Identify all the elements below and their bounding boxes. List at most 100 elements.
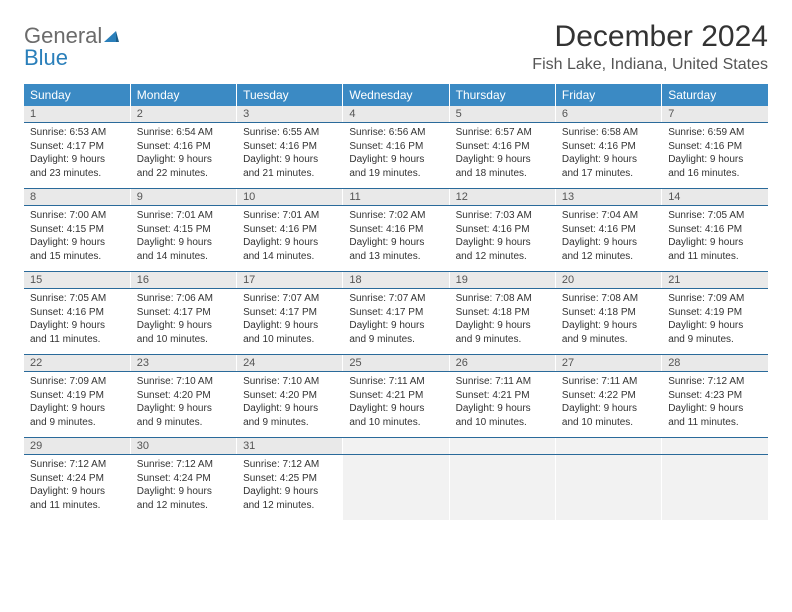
day-number-cell: 5: [449, 106, 555, 123]
daylight-line2: and 9 minutes.: [243, 416, 336, 430]
sunset-text: Sunset: 4:16 PM: [349, 140, 442, 154]
day-number-cell: [555, 438, 661, 455]
day-content-row: Sunrise: 7:12 AM Sunset: 4:24 PM Daylight:…: [24, 455, 768, 521]
daylight-line2: and 23 minutes.: [30, 167, 124, 181]
day-content-cell: Sunrise: 7:09 AMSunset: 4:19 PMDaylight:…: [24, 372, 130, 438]
day-content-cell: Sunrise: 7:10 AMSunset: 4:20 PMDaylight:…: [237, 372, 343, 438]
sunset-text: Sunset: 4:21 PM: [456, 389, 549, 403]
sunrise-text: Sunrise: 7:11 AM: [349, 375, 442, 389]
daylight-line1: Daylight: 9 hours: [668, 236, 762, 250]
logo-text-block: General Blue: [24, 26, 120, 70]
day-content-cell: Sunrise: 7:08 AMSunset: 4:18 PMDaylight:…: [555, 289, 661, 355]
day-content-row: Sunrise: 7:09 AMSunset: 4:19 PMDaylight:…: [24, 372, 768, 438]
location-subtitle: Fish Lake, Indiana, United States: [532, 56, 768, 74]
sunset-text: Sunset: 4:24 PM: [30, 472, 124, 486]
brand-logo: General Blue: [24, 26, 120, 70]
calendar-body: 1234567Sunrise: 6:53 AMSunset: 4:17 PMDa…: [24, 106, 768, 520]
sunset-text: Sunset: 4:15 PM: [30, 223, 124, 237]
sunrise-text: Sunrise: 6:59 AM: [668, 126, 762, 140]
daylight-line2: and 17 minutes.: [562, 167, 655, 181]
day-content-cell: Sunrise: 7:04 AMSunset: 4:16 PMDaylight:…: [555, 206, 661, 272]
calendar-page: General Blue December 2024 Fish Lake, In…: [0, 0, 792, 540]
daylight-line1: Daylight: 9 hours: [137, 153, 230, 167]
daylight-line2: and 9 minutes.: [349, 333, 442, 347]
sunset-text: Sunset: 4:23 PM: [668, 389, 762, 403]
daylight-line1: Daylight: 9 hours: [349, 236, 442, 250]
day-number-cell: 24: [237, 355, 343, 372]
daylight-line1: Daylight: 9 hours: [456, 236, 549, 250]
daylight-line2: and 10 minutes.: [456, 416, 549, 430]
day-content-cell: Sunrise: 6:58 AMSunset: 4:16 PMDaylight:…: [555, 123, 661, 189]
day-content-row: Sunrise: 7:00 AMSunset: 4:15 PMDaylight:…: [24, 206, 768, 272]
daylight-line2: and 22 minutes.: [137, 167, 230, 181]
daylight-line1: Daylight: 9 hours: [243, 485, 336, 499]
sunset-text: Sunset: 4:21 PM: [349, 389, 442, 403]
daylight-line2: and 12 minutes.: [137, 499, 230, 513]
sunset-text: Sunset: 4:24 PM: [137, 472, 230, 486]
daylight-line2: and 9 minutes.: [668, 333, 762, 347]
day-content-cell: Sunrise: 7:12 AMSunset: 4:25 PMDaylight:…: [237, 455, 343, 521]
title-block: December 2024 Fish Lake, Indiana, United…: [532, 20, 768, 74]
day-number-row: 1234567: [24, 106, 768, 123]
daylight-line2: and 19 minutes.: [349, 167, 442, 181]
daylight-line2: and 9 minutes.: [562, 333, 655, 347]
day-content-cell: Sunrise: 7:08 AMSunset: 4:18 PMDaylight:…: [449, 289, 555, 355]
daylight-line2: and 10 minutes.: [349, 416, 442, 430]
sunset-text: Sunset: 4:17 PM: [137, 306, 230, 320]
day-number-cell: 28: [662, 355, 768, 372]
daylight-line2: and 10 minutes.: [137, 333, 230, 347]
day-content-cell: Sunrise: 6:53 AMSunset: 4:17 PMDaylight:…: [24, 123, 130, 189]
daylight-line1: Daylight: 9 hours: [243, 236, 336, 250]
sunrise-text: Sunrise: 7:01 AM: [243, 209, 336, 223]
day-number-cell: [449, 438, 555, 455]
sunrise-text: Sunrise: 7:01 AM: [137, 209, 230, 223]
day-number-cell: 2: [130, 106, 236, 123]
sunset-text: Sunset: 4:25 PM: [243, 472, 336, 486]
sunset-text: Sunset: 4:17 PM: [349, 306, 442, 320]
sunrise-text: Sunrise: 7:00 AM: [30, 209, 124, 223]
day-number-cell: 31: [237, 438, 343, 455]
daylight-line1: Daylight: 9 hours: [243, 153, 336, 167]
day-content-cell: Sunrise: 6:55 AMSunset: 4:16 PMDaylight:…: [237, 123, 343, 189]
daylight-line2: and 11 minutes.: [668, 416, 762, 430]
day-content-cell: Sunrise: 7:10 AMSunset: 4:20 PMDaylight:…: [130, 372, 236, 438]
day-number-cell: 15: [24, 272, 130, 289]
day-content-cell: Sunrise: 7:12 AMSunset: 4:24 PMDaylight:…: [130, 455, 236, 521]
daylight-line1: Daylight: 9 hours: [562, 153, 655, 167]
daylight-line1: Daylight: 9 hours: [668, 402, 762, 416]
daylight-line1: Daylight: 9 hours: [30, 319, 124, 333]
day-number-cell: 10: [237, 189, 343, 206]
dow-wednesday: Wednesday: [343, 84, 449, 106]
sunrise-text: Sunrise: 7:12 AM: [668, 375, 762, 389]
sunrise-text: Sunrise: 7:05 AM: [668, 209, 762, 223]
sunset-text: Sunset: 4:18 PM: [562, 306, 655, 320]
sunrise-text: Sunrise: 7:10 AM: [137, 375, 230, 389]
daylight-line1: Daylight: 9 hours: [30, 153, 124, 167]
day-content-row: Sunrise: 6:53 AMSunset: 4:17 PMDaylight:…: [24, 123, 768, 189]
sunrise-text: Sunrise: 7:11 AM: [562, 375, 655, 389]
sunrise-text: Sunrise: 7:06 AM: [137, 292, 230, 306]
sunrise-text: Sunrise: 7:12 AM: [243, 458, 336, 472]
sunset-text: Sunset: 4:16 PM: [456, 223, 549, 237]
sunrise-text: Sunrise: 6:57 AM: [456, 126, 549, 140]
dow-saturday: Saturday: [662, 84, 768, 106]
dow-monday: Monday: [130, 84, 236, 106]
day-content-cell: Sunrise: 7:07 AMSunset: 4:17 PMDaylight:…: [237, 289, 343, 355]
month-title: December 2024: [532, 20, 768, 54]
dow-tuesday: Tuesday: [237, 84, 343, 106]
day-number-cell: 26: [449, 355, 555, 372]
sunrise-text: Sunrise: 7:10 AM: [243, 375, 336, 389]
day-content-cell: Sunrise: 6:57 AMSunset: 4:16 PMDaylight:…: [449, 123, 555, 189]
daylight-line2: and 11 minutes.: [30, 499, 124, 513]
day-number-cell: 19: [449, 272, 555, 289]
sunset-text: Sunset: 4:16 PM: [562, 223, 655, 237]
sunset-text: Sunset: 4:15 PM: [137, 223, 230, 237]
sunrise-text: Sunrise: 7:04 AM: [562, 209, 655, 223]
sunrise-text: Sunrise: 6:56 AM: [349, 126, 442, 140]
sunset-text: Sunset: 4:20 PM: [137, 389, 230, 403]
sunset-text: Sunset: 4:22 PM: [562, 389, 655, 403]
day-content-cell: Sunrise: 7:09 AMSunset: 4:19 PMDaylight:…: [662, 289, 768, 355]
daylight-line2: and 15 minutes.: [30, 250, 124, 264]
sunrise-text: Sunrise: 6:53 AM: [30, 126, 124, 140]
day-content-cell: [662, 455, 768, 521]
